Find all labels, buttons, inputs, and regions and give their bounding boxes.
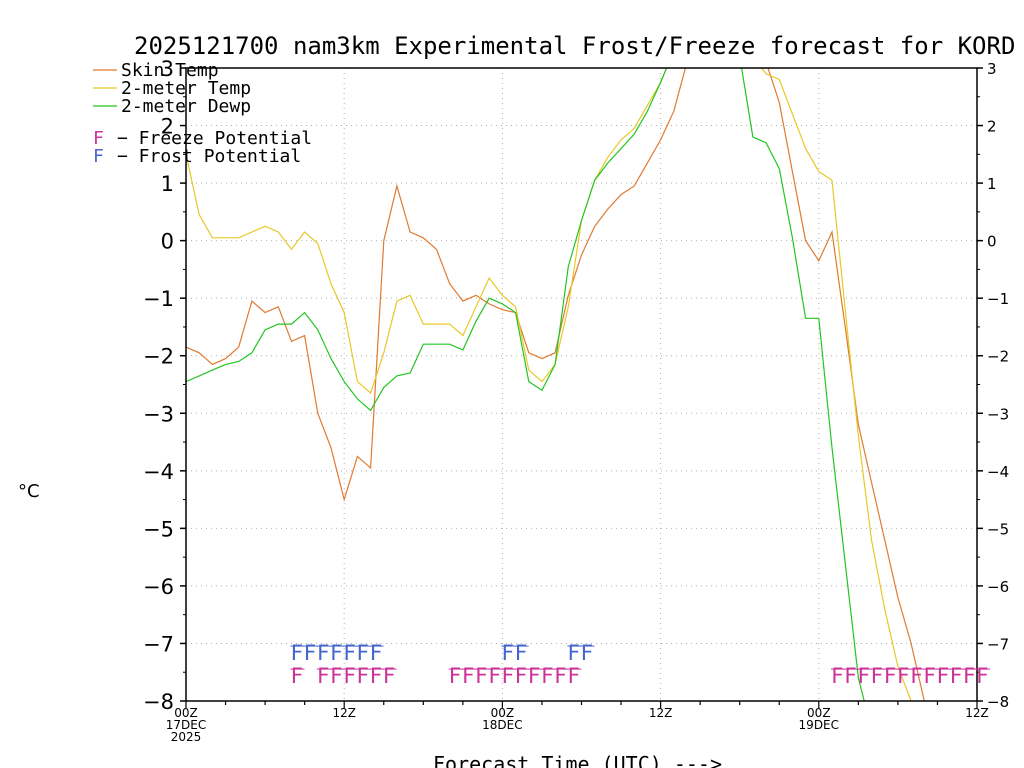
y-tick-label-left: 1 (161, 172, 174, 196)
legend-label: 2-meter Dewp (121, 96, 251, 117)
frost-marker: F (515, 641, 528, 665)
y-tick-label-left: −4 (143, 460, 174, 484)
y-tick-label-left: −2 (143, 345, 174, 369)
freeze-marker: F (356, 664, 369, 688)
grid-lines (186, 68, 977, 701)
x-tick-label: 00Z (174, 706, 198, 720)
frost-marker: F (343, 641, 356, 665)
freeze-marker: F (541, 664, 554, 688)
x-tick-label: 2025 (171, 730, 202, 744)
frost-marker: F (290, 641, 303, 665)
freeze-marker: F (475, 664, 488, 688)
freeze-marker: F (950, 664, 963, 688)
freeze-marker: F (976, 664, 989, 688)
freeze-marker: F (501, 664, 514, 688)
freeze-marker: F (936, 664, 949, 688)
series-line-2-meter-temp (186, 68, 912, 701)
y-tick-label-left: −5 (143, 517, 174, 541)
freeze-marker: F (831, 664, 844, 688)
freeze-marker: F (370, 664, 383, 688)
freeze-marker: F (462, 664, 475, 688)
frost-marker: F (356, 641, 369, 665)
y-axis-label: °C (18, 481, 40, 502)
freeze-marker: F (515, 664, 528, 688)
y-tick-label-right: 0 (987, 233, 997, 251)
y-tick-label-left: −3 (143, 402, 174, 426)
freeze-marker: F (290, 664, 303, 688)
legend-potential-marker: F (93, 128, 104, 149)
x-tick-label: 00Z (807, 706, 831, 720)
legend-potential-label: − Freeze Potential (117, 128, 312, 149)
y-tick-label-left: 0 (161, 230, 174, 254)
freeze-marker: F (857, 664, 870, 688)
frost-marker: F (304, 641, 317, 665)
freeze-marker: F (884, 664, 897, 688)
y-tick-label-right: −3 (987, 405, 1009, 423)
y-ticks-right: 3 2 1 0 −1 −2 −3 −4 −5 −6 −7 −8 (977, 60, 1009, 711)
freeze-marker: F (844, 664, 857, 688)
series-line-2-meter-dewp (186, 68, 865, 701)
y-tick-label-right: 1 (987, 175, 997, 193)
x-tick-label: 19DEC (799, 718, 839, 732)
y-tick-label-right: −8 (987, 693, 1009, 711)
chart-title: 2025121700 nam3km Experimental Frost/Fre… (134, 32, 1015, 60)
freeze-marker: F (897, 664, 910, 688)
freeze-marker: F (343, 664, 356, 688)
freeze-marker: F (554, 664, 567, 688)
frost-marker: F (581, 641, 594, 665)
x-tick-label: 00Z (491, 706, 515, 720)
y-tick-label-left: −1 (143, 287, 174, 311)
freeze-marker: F (330, 664, 343, 688)
freeze-marker: F (910, 664, 923, 688)
y-ticks-left: 3 2 1 0 −1 −2 −3 −4 −5 −6 −7 −8 (143, 57, 186, 714)
freeze-marker: F (567, 664, 580, 688)
y-tick-label-right: 3 (987, 60, 997, 78)
x-tick-label: 12Z (649, 706, 673, 720)
legend-label: Skin Temp (121, 60, 219, 81)
frost-marker: F (317, 641, 330, 665)
freeze-marker: F (488, 664, 501, 688)
frost-marker: F (370, 641, 383, 665)
freeze-marker: F (383, 664, 396, 688)
y-tick-label-right: −5 (987, 520, 1009, 538)
frost-marker: F (330, 641, 343, 665)
x-tick-label: 17DEC (166, 718, 206, 732)
plot-frame (185, 67, 978, 702)
legend-label: 2-meter Temp (121, 78, 251, 99)
y-tick-label-right: −2 (987, 348, 1009, 366)
y-tick-label-right: −1 (987, 290, 1009, 308)
y-tick-label-left: −6 (143, 575, 174, 599)
freeze-marker: F (871, 664, 884, 688)
y-tick-label-left: 3 (161, 57, 174, 81)
y-tick-label-right: −6 (987, 578, 1009, 596)
x-axis-label: Forecast Time (UTC) ---> (433, 752, 722, 768)
x-tick-label: 18DEC (482, 718, 522, 732)
legend-potential-marker: F (93, 146, 104, 167)
frost-marker: F (501, 641, 514, 665)
y-tick-label-left: −7 (143, 632, 174, 656)
freeze-marker: F (449, 664, 462, 688)
y-tick-label-left: 2 (161, 115, 174, 139)
y-tick-label-left: −8 (143, 690, 174, 714)
x-tick-label: 12Z (965, 706, 989, 720)
legend-potential-label: − Frost Potential (117, 146, 301, 167)
x-tick-label: 12Z (332, 706, 356, 720)
y-tick-label-right: 2 (987, 118, 997, 136)
frost-marker: F (567, 641, 580, 665)
freeze-marker: F (923, 664, 936, 688)
freeze-marker: F (963, 664, 976, 688)
series-line-skin-temp (186, 68, 925, 701)
freeze-marker: F (528, 664, 541, 688)
y-tick-label-right: −4 (987, 463, 1009, 481)
y-tick-label-right: −7 (987, 635, 1009, 653)
series-lines (186, 68, 925, 701)
freeze-marker: F (317, 664, 330, 688)
